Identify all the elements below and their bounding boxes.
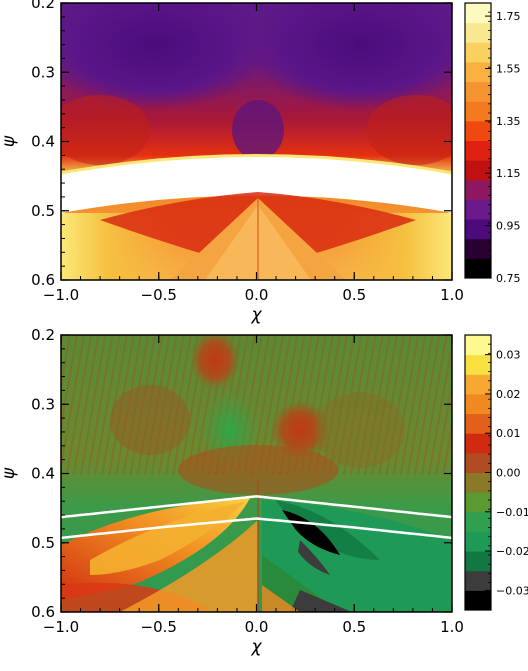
y-tick-label: 0.5 xyxy=(31,534,55,552)
colorbar-segment xyxy=(465,354,491,375)
colorbar-segment xyxy=(465,258,491,279)
y-axis-label: ψ xyxy=(0,135,19,147)
y-axis-label: ψ xyxy=(0,467,19,479)
colorbar-segment xyxy=(465,219,491,240)
colorbar-tick-label: 0.75 xyxy=(496,272,521,285)
colorbar-segment xyxy=(465,140,491,161)
colorbar-segment xyxy=(465,511,491,532)
colorbar-tick-label: 1.35 xyxy=(496,115,521,128)
colorbar-segment xyxy=(465,374,491,395)
colorbar-segment xyxy=(465,452,491,473)
colorbar-tick-label: 0.02 xyxy=(496,388,521,401)
x-tick-label: 1.0 xyxy=(440,286,464,304)
y-tick-label: 0.4 xyxy=(31,133,55,151)
colorbar-segment xyxy=(465,590,491,611)
bottom-colorbar: −0.03 −0.02 −0.01 0.00 0.01 0.02 0.03 xyxy=(464,334,528,611)
x-axis-label: χ xyxy=(250,305,262,325)
colorbar-segment xyxy=(465,335,491,356)
colorbar-segment xyxy=(465,101,491,122)
colorbar-segment xyxy=(465,551,491,572)
contour-line xyxy=(61,495,452,519)
colorbar-segment xyxy=(465,570,491,591)
x-tick-label: −1.0 xyxy=(43,286,79,304)
y-tick-label: 0.3 xyxy=(31,395,55,413)
x-tick-label: −0.5 xyxy=(141,618,177,636)
colorbar-tick-label: 0.95 xyxy=(496,220,521,233)
contour-line xyxy=(61,517,452,540)
colorbar-segment xyxy=(465,492,491,513)
y-tick-label: 0.2 xyxy=(31,0,55,12)
colorbar-segment xyxy=(465,160,491,181)
colorbar-segment xyxy=(465,472,491,493)
colorbar-tick-label: 1.75 xyxy=(496,10,521,23)
colorbar-tick-label: −0.02 xyxy=(496,545,528,558)
colorbar-segment xyxy=(465,393,491,415)
colorbar-segment xyxy=(465,42,491,63)
colorbar-tick-label: 1.15 xyxy=(496,167,521,180)
y-tick-label: 0.3 xyxy=(31,63,55,81)
y-tick-label: 0.4 xyxy=(31,465,55,483)
x-tick-label: 0.5 xyxy=(342,618,366,636)
colorbar-segment xyxy=(465,179,491,200)
colorbar-segment xyxy=(465,3,491,24)
colorbar-segment xyxy=(465,238,491,259)
y-tick-label: 0.6 xyxy=(31,603,55,621)
top-heatmap xyxy=(61,3,452,280)
colorbar-segment xyxy=(465,81,491,102)
bottom-heatmap xyxy=(61,335,452,612)
y-tick-label: 0.5 xyxy=(31,202,55,220)
y-tick-label: 0.6 xyxy=(31,271,55,289)
colorbar-segment xyxy=(465,433,491,454)
x-tick-label: 0.0 xyxy=(245,286,269,304)
colorbar-tick-label: −0.03 xyxy=(496,584,528,597)
colorbar-tick-label: 0.03 xyxy=(496,349,521,362)
white-contour-lines xyxy=(61,495,452,540)
colorbar-segment xyxy=(465,61,491,83)
colorbar-tick-label: 0.00 xyxy=(496,467,521,480)
colorbar-segment xyxy=(465,413,491,434)
colorbar-segment xyxy=(465,22,491,43)
x-tick-label: 0.5 xyxy=(342,286,366,304)
colorbar-segment xyxy=(465,531,491,552)
y-tick-label: 0.2 xyxy=(31,326,55,344)
colorbar-tick-label: 0.01 xyxy=(496,427,521,440)
colorbar-tick-label: −0.01 xyxy=(496,506,528,519)
colorbar-tick-label: 1.55 xyxy=(496,62,521,75)
x-tick-label: −1.0 xyxy=(43,618,79,636)
x-axis-label: χ xyxy=(250,637,262,657)
colorbar-segment xyxy=(465,199,491,220)
x-tick-label: 1.0 xyxy=(440,618,464,636)
x-tick-label: 0.0 xyxy=(245,618,269,636)
x-tick-label: −0.5 xyxy=(141,286,177,304)
colorbar-segment xyxy=(465,120,491,141)
top-colorbar: 0.75 0.95 1.15 1.35 1.55 1.75 xyxy=(464,2,521,285)
